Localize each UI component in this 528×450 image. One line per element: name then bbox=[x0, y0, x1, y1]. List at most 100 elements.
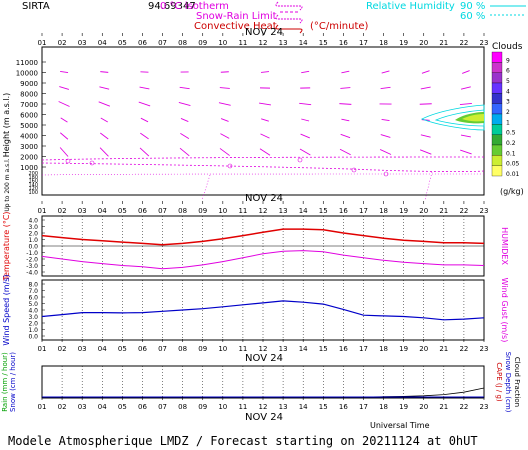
y-tick-label: 5.0 bbox=[28, 301, 38, 308]
wind-arrow bbox=[339, 103, 352, 105]
wind-arrow bbox=[219, 148, 230, 156]
clouds-legend-label: 1 bbox=[506, 119, 510, 126]
y-tick-label: 4.0 bbox=[28, 308, 38, 315]
hour-tick-label: 08 bbox=[178, 403, 187, 411]
clouds-legend-swatch bbox=[491, 124, 503, 135]
hour-tick-label: 20 bbox=[419, 207, 428, 215]
clouds-legend-swatch bbox=[491, 51, 503, 63]
wind-arrow bbox=[340, 87, 351, 89]
wind-arrow bbox=[420, 86, 431, 90]
height-tick-label-low: 200 bbox=[28, 171, 38, 177]
y-tick-label: 3.0 bbox=[28, 314, 38, 321]
wind-arrow bbox=[381, 118, 390, 122]
height-tick-label: 4000 bbox=[20, 133, 38, 141]
hour-tick-label: 11 bbox=[238, 345, 247, 353]
temperature-grid bbox=[42, 216, 484, 276]
hour-tick-label: 15 bbox=[319, 39, 328, 47]
hour-tick-label: 15 bbox=[319, 403, 328, 411]
hour-tick-label: 03 bbox=[78, 403, 87, 411]
hour-tick-label: 18 bbox=[379, 403, 388, 411]
hour-tick-label: 13 bbox=[279, 345, 288, 353]
height-tick-label: 11000 bbox=[16, 59, 38, 67]
rain-grid bbox=[61, 366, 465, 398]
snow-depth-ylabel: Snow Depth (cm) bbox=[504, 352, 512, 413]
hour-tick-label: 09 bbox=[198, 403, 207, 411]
hour-tick-label: 17 bbox=[359, 345, 368, 353]
hour-tick-label: 17 bbox=[359, 207, 368, 215]
height-tick-label: 7000 bbox=[20, 101, 38, 109]
wind-arrow bbox=[259, 148, 271, 156]
wind-arrow bbox=[180, 117, 189, 123]
height-tick-label-low: 100 bbox=[28, 190, 38, 196]
wind-arrow bbox=[58, 101, 70, 107]
hour-tick-label: 14 bbox=[299, 403, 308, 411]
cloud-patch bbox=[421, 104, 485, 131]
hour-tick-label: 14 bbox=[299, 39, 308, 47]
hour-tick-label: 08 bbox=[178, 207, 187, 215]
hour-tick-label: 23 bbox=[480, 403, 489, 411]
wind-arrow bbox=[339, 148, 351, 156]
hour-tick-label: 04 bbox=[98, 207, 107, 215]
clouds-legend-swatch bbox=[491, 72, 503, 84]
hour-tick-label: 21 bbox=[439, 207, 448, 215]
hour-tick-label: 01 bbox=[38, 345, 47, 353]
hour-tick-label: 10 bbox=[218, 39, 227, 47]
wind-arrow bbox=[100, 71, 109, 73]
wind-arrow bbox=[300, 133, 310, 139]
temperature-ticks: 4.03.02.01.00.0-1.0-2.0-3.0-4.0 bbox=[26, 218, 45, 277]
wind-arrow bbox=[341, 118, 350, 122]
hour-tick-label: 02 bbox=[58, 207, 67, 215]
wind-arrow bbox=[59, 147, 69, 157]
hour-tick-label: 01 bbox=[38, 403, 47, 411]
hour-tick-label: 04 bbox=[98, 403, 107, 411]
hour-tick-label: 19 bbox=[399, 403, 408, 411]
hour-tick-label: 10 bbox=[218, 345, 227, 353]
wind-grid bbox=[61, 280, 465, 340]
hour-tick-label: 15 bbox=[319, 345, 328, 353]
y-tick-label: 4.0 bbox=[28, 218, 38, 225]
clouds-legend-swatch bbox=[491, 144, 503, 156]
height-tick-label: 8000 bbox=[20, 91, 38, 99]
convective-label: Convective Heat bbox=[194, 21, 277, 32]
y-tick-label: 0.0 bbox=[28, 244, 38, 251]
isolines bbox=[41, 156, 485, 201]
clouds-legend-label: 0.2 bbox=[506, 140, 516, 147]
wind-speed-line bbox=[41, 300, 485, 321]
y-tick-label: 1.0 bbox=[28, 327, 38, 334]
date-label-top: NOV 24 bbox=[245, 27, 283, 38]
height-tick-label: 2000 bbox=[20, 154, 38, 162]
y-tick-label: 3.0 bbox=[28, 224, 38, 231]
wind-arrow bbox=[460, 134, 471, 138]
clouds-legend: 9 6 5 4 3 2 1 0.5 0.2 0.1 0.05 0.01 bbox=[491, 51, 520, 178]
rh-60: 60 % bbox=[460, 11, 485, 22]
temperature-ylabel: Temperature (°C) bbox=[2, 211, 11, 281]
hour-tick-label: 03 bbox=[78, 39, 87, 47]
wind-ticks: 8.07.06.05.04.03.02.01.00.0 bbox=[28, 282, 45, 341]
hour-tick-label: 23 bbox=[480, 39, 489, 47]
wind-arrow bbox=[179, 147, 190, 157]
hour-tick-label: 06 bbox=[138, 403, 147, 411]
hour-tick-label: 19 bbox=[399, 207, 408, 215]
hour-tick-label: 05 bbox=[118, 39, 127, 47]
hour-tick-label: 13 bbox=[279, 39, 288, 47]
hour-tick-label: 06 bbox=[138, 39, 147, 47]
header-legend-lines bbox=[275, 1, 526, 34]
wind-arrow bbox=[421, 70, 430, 74]
wind-arrow bbox=[301, 70, 310, 74]
top-hour-axis: 01 02 03 04 05 06 07 08 09 10 11 12 13 14 15 16 17 18 19 20… bbox=[38, 33, 489, 47]
clouds-legend-label: 0.5 bbox=[506, 130, 516, 137]
hour-tick-label: 04 bbox=[98, 39, 107, 47]
hour-tick-label: 20 bbox=[419, 345, 428, 353]
y-tick-label: 0.0 bbox=[28, 334, 38, 341]
universal-time-label: Universal Time bbox=[370, 421, 430, 430]
temperature-line bbox=[41, 228, 485, 246]
wind-ylabel: Wind Speed (m/s) bbox=[2, 274, 11, 345]
rain-hour-axis: 01 02 03 04 05 06 07 08 09 10 11 12 13 14 15 16 17 18 19 20… bbox=[38, 397, 489, 411]
height-tick-label: 9000 bbox=[20, 80, 38, 88]
date-label-mid: NOV 24 bbox=[245, 193, 283, 204]
hour-tick-label: 12 bbox=[259, 39, 268, 47]
hour-tick-label: 02 bbox=[58, 345, 67, 353]
wind-arrow bbox=[260, 133, 270, 139]
wind-arrow bbox=[60, 70, 69, 74]
hour-tick-label: 06 bbox=[138, 207, 147, 215]
